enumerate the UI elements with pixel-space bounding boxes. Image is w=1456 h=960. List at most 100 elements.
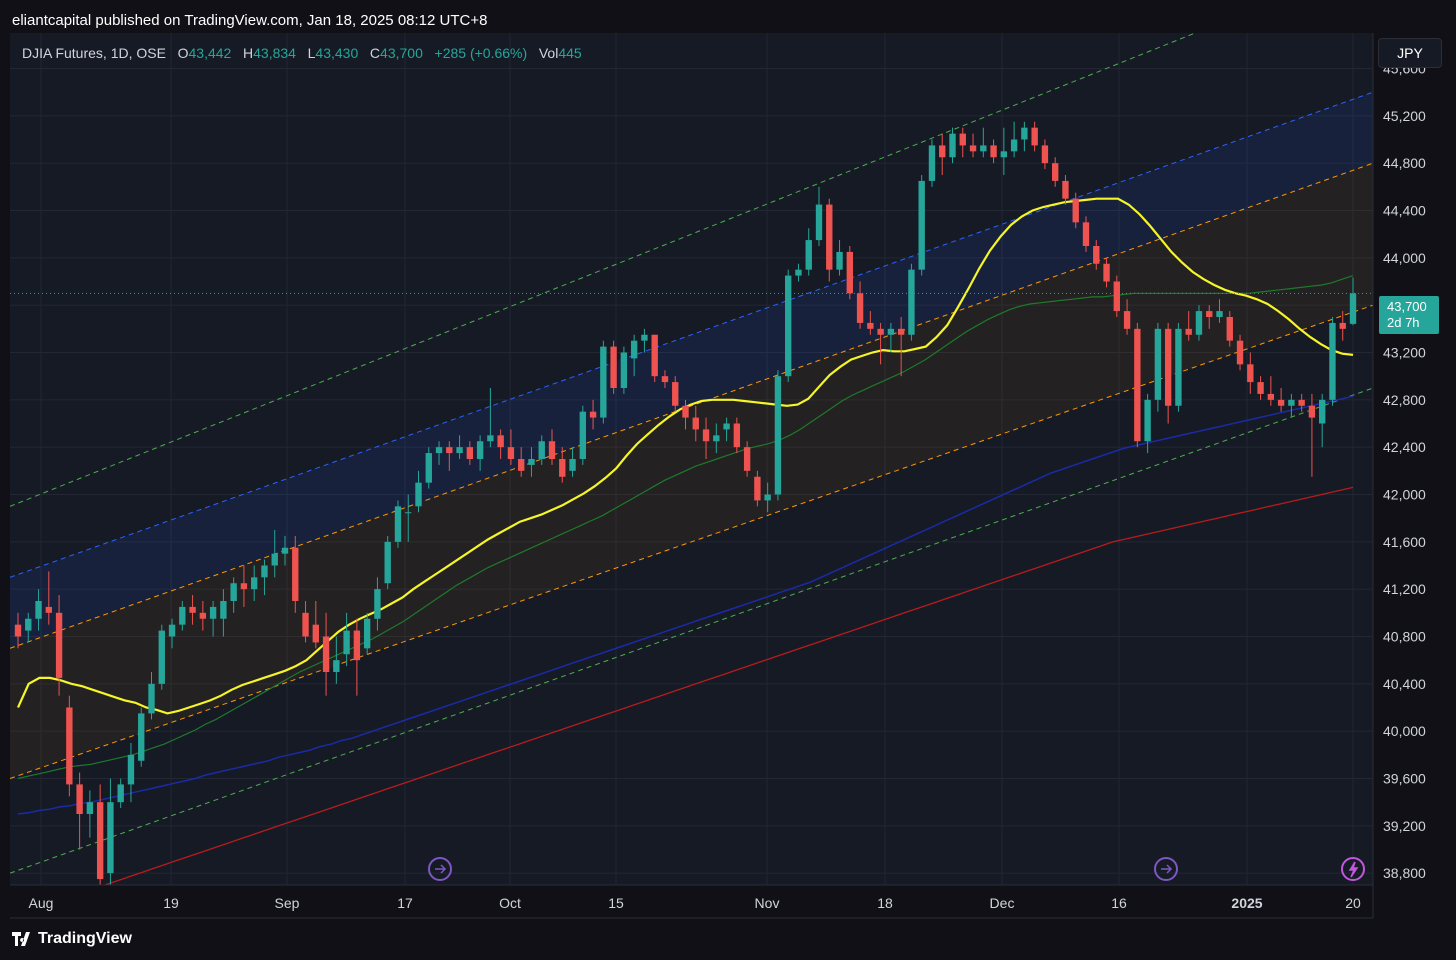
candle-body bbox=[1226, 317, 1233, 341]
candle-body bbox=[107, 802, 114, 874]
candle-body bbox=[867, 322, 874, 329]
y-tick-label: 41,600 bbox=[1383, 534, 1426, 550]
candle-body bbox=[856, 293, 864, 323]
candle-body bbox=[846, 251, 853, 294]
candle-body bbox=[1288, 399, 1295, 406]
candle-body bbox=[1154, 328, 1162, 400]
candle-body bbox=[528, 459, 535, 465]
channel-line-top-green bbox=[10, 33, 1197, 507]
candle-body bbox=[785, 275, 792, 377]
candle-body bbox=[1185, 328, 1192, 335]
candle-body bbox=[1072, 198, 1079, 223]
candle-body bbox=[302, 612, 309, 637]
candle-body bbox=[651, 334, 658, 377]
candle-body bbox=[815, 204, 823, 241]
candle-body bbox=[446, 447, 453, 454]
event-marker-glyph bbox=[1161, 864, 1173, 874]
candle-body bbox=[559, 459, 566, 477]
x-tick-label: 19 bbox=[163, 895, 179, 911]
channel-line-bottom-green bbox=[10, 387, 1373, 874]
candle-body bbox=[1319, 399, 1326, 424]
low-label: L bbox=[307, 45, 316, 61]
event-marker-icon bbox=[1341, 857, 1365, 881]
channel-line-orange-lower bbox=[10, 304, 1373, 779]
event-marker-glyph bbox=[1348, 861, 1359, 878]
price-tag-countdown: 2d 7h bbox=[1387, 315, 1420, 330]
ma-xlong-line bbox=[102, 486, 1354, 885]
candle-body bbox=[1267, 393, 1275, 400]
candle-body bbox=[220, 601, 227, 619]
chart-area[interactable] bbox=[10, 33, 1373, 885]
candle-body bbox=[435, 447, 443, 454]
candle-body bbox=[117, 784, 124, 803]
publish-header: eliantcapital published on TradingView.c… bbox=[0, 0, 1456, 40]
candle-body bbox=[897, 328, 905, 335]
candle-body bbox=[1206, 311, 1213, 317]
y-tick-label: 40,000 bbox=[1383, 723, 1426, 739]
currency-button[interactable]: JPY bbox=[1378, 38, 1442, 68]
candle-body bbox=[271, 553, 278, 566]
candle-body bbox=[66, 707, 73, 785]
candle-body bbox=[733, 423, 741, 448]
candle-body bbox=[384, 541, 391, 584]
candle-body bbox=[713, 435, 720, 442]
candle-body bbox=[969, 145, 977, 152]
candle-body bbox=[405, 512, 412, 514]
candle-body bbox=[1010, 139, 1018, 152]
candle-body bbox=[928, 145, 936, 181]
event-marker-icon bbox=[1154, 857, 1178, 881]
candle-body bbox=[138, 713, 145, 761]
x-tick-label: 17 bbox=[397, 895, 413, 911]
candle-body bbox=[620, 352, 628, 388]
candle-body bbox=[1308, 405, 1316, 418]
candle-body bbox=[189, 606, 196, 613]
candle-body bbox=[569, 459, 576, 471]
candle-body bbox=[1277, 399, 1285, 406]
candle-body bbox=[1298, 399, 1305, 406]
candle-body bbox=[45, 606, 52, 613]
candle-body bbox=[86, 802, 94, 814]
candle-body bbox=[1021, 127, 1028, 140]
candle-body bbox=[877, 328, 884, 335]
channel-line-orange-upper bbox=[10, 162, 1373, 649]
y-tick-label: 44,800 bbox=[1383, 155, 1426, 171]
candle-body bbox=[148, 683, 155, 714]
candle-body bbox=[1041, 145, 1049, 164]
candle-body bbox=[1144, 399, 1151, 442]
x-tick-label: 15 bbox=[608, 895, 624, 911]
event-marker-glyph bbox=[435, 864, 447, 874]
candle-body bbox=[959, 133, 966, 146]
candle-body bbox=[1134, 328, 1141, 442]
x-tick-label: 16 bbox=[1111, 895, 1127, 911]
candle-body bbox=[1247, 364, 1254, 383]
open-label: O bbox=[177, 45, 189, 61]
x-tick-label: Dec bbox=[990, 895, 1015, 911]
symbol-label[interactable]: DJIA Futures, 1D, OSE bbox=[22, 45, 166, 61]
candle-body bbox=[179, 606, 186, 625]
candle-body bbox=[589, 411, 597, 418]
candle-body bbox=[209, 606, 217, 619]
vol-value: 445 bbox=[558, 45, 582, 61]
candle-body bbox=[25, 618, 32, 631]
y-tick-label: 42,800 bbox=[1383, 392, 1426, 408]
tradingview-logo[interactable]: TradingView bbox=[12, 930, 132, 948]
candle-body bbox=[887, 328, 895, 335]
candle-body bbox=[990, 145, 997, 158]
candle-body bbox=[1329, 322, 1336, 400]
candle-body bbox=[1175, 328, 1182, 406]
candle-body bbox=[55, 612, 63, 678]
candle-body bbox=[908, 269, 915, 335]
tradingview-logo-icon bbox=[12, 932, 30, 946]
candle-body bbox=[292, 547, 299, 601]
candle-body bbox=[456, 447, 463, 454]
candle-body bbox=[1000, 151, 1008, 158]
candle-body bbox=[610, 346, 617, 388]
candle-body bbox=[1062, 180, 1069, 199]
candle-body bbox=[980, 145, 987, 152]
high-value: 43,834 bbox=[253, 45, 296, 61]
candle-body bbox=[261, 565, 268, 578]
x-tick-label: 2025 bbox=[1231, 895, 1262, 911]
x-tick-label: Oct bbox=[499, 895, 521, 911]
change-value: +285 (+0.66%) bbox=[434, 45, 528, 61]
